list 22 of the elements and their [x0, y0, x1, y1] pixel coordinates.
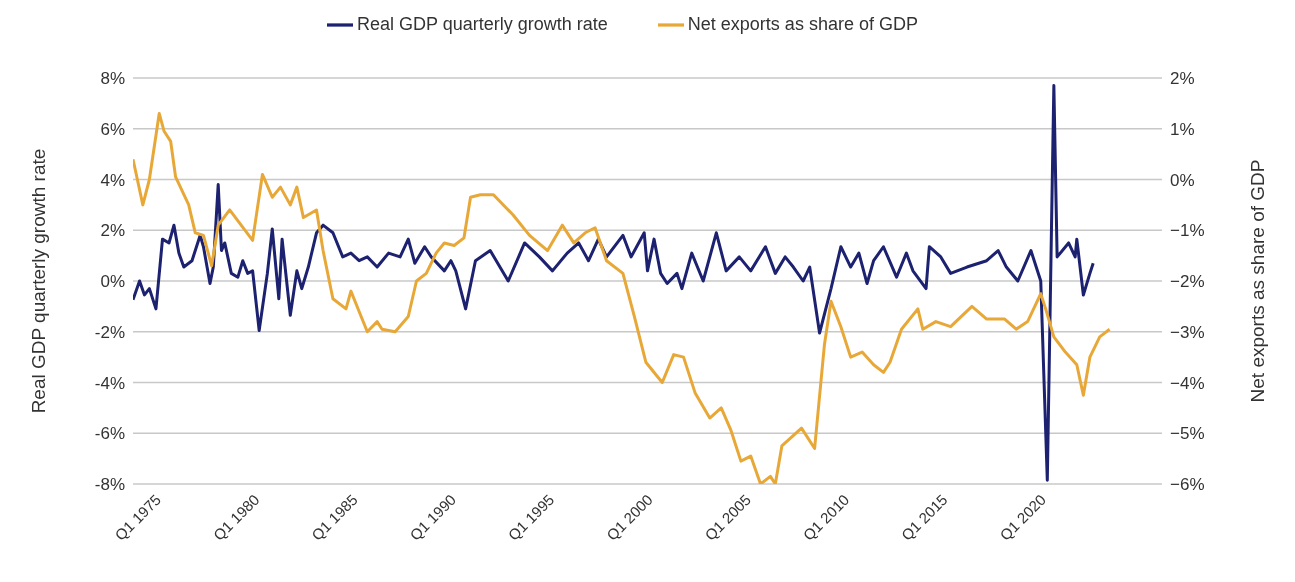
y2-tick-label: 0%: [1170, 170, 1195, 190]
y-tick-label: 2%: [100, 221, 125, 241]
y2-tick-label: −4%: [1170, 373, 1205, 393]
y-tick-label: 0%: [100, 272, 125, 292]
y2-tick-label: −1%: [1170, 221, 1205, 241]
y2-tick-label: 2%: [1170, 69, 1195, 89]
y-tick-label: 8%: [100, 69, 125, 89]
y2-tick-label: −3%: [1170, 322, 1205, 342]
y2-tick-label: 1%: [1170, 119, 1195, 139]
y-tick-label: -6%: [94, 424, 125, 444]
y2-tick-label: −5%: [1170, 424, 1205, 444]
y2-tick-label: −6%: [1170, 475, 1205, 495]
legend-label: Real GDP quarterly growth rate: [357, 13, 608, 34]
y2-tick-label: −2%: [1170, 272, 1205, 292]
y-tick-label: 6%: [100, 119, 125, 139]
y-tick-label: -2%: [94, 322, 125, 342]
y-tick-label: -4%: [94, 373, 125, 393]
legend-label: Net exports as share of GDP: [687, 13, 918, 34]
y-tick-label: -8%: [94, 475, 125, 495]
y2-axis-title: Net exports as share of GDP: [1246, 159, 1268, 403]
y-axis-title: Real GDP quarterly growth rate: [27, 148, 49, 414]
y-tick-label: 4%: [100, 170, 125, 190]
